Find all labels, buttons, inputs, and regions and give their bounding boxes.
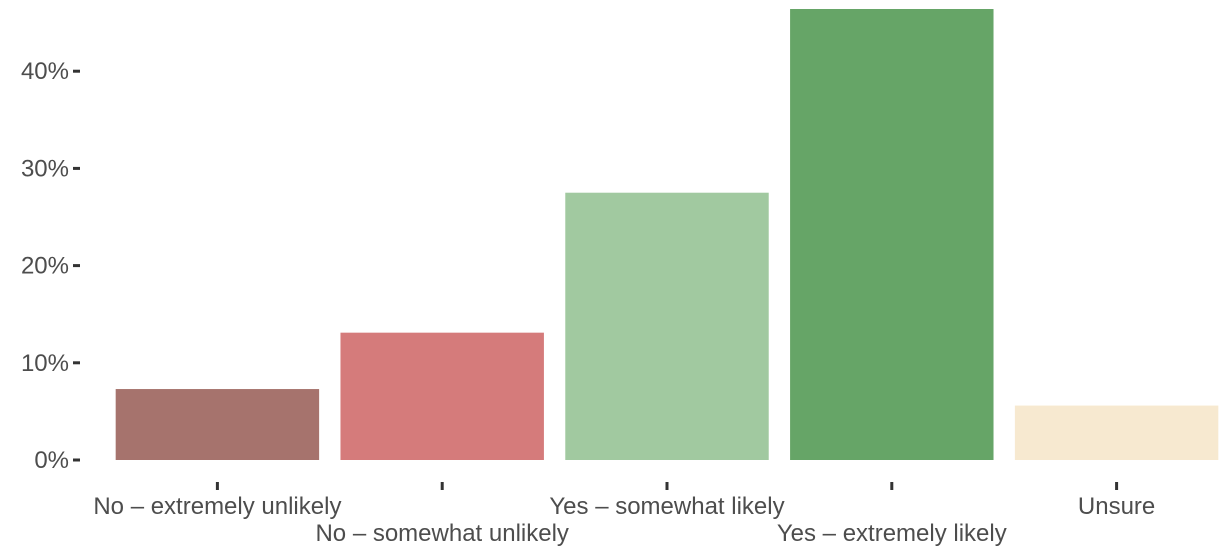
bar-4	[790, 9, 994, 460]
y-tick-label: 0%	[34, 447, 69, 474]
x-tick-label: Yes – extremely likely	[777, 520, 1007, 547]
bar-1	[115, 389, 320, 460]
x-tick-label: No – somewhat unlikely	[315, 520, 568, 547]
x-tick-label: Yes – somewhat likely	[549, 493, 784, 520]
x-tick-label: No – extremely unlikely	[93, 493, 341, 520]
bar-2	[340, 332, 544, 460]
x-tick-label: Unsure	[1078, 493, 1155, 520]
bar-3	[565, 192, 769, 460]
y-tick-label: 10%	[21, 350, 69, 377]
bar-5	[1014, 405, 1219, 460]
y-tick-label: 20%	[21, 253, 69, 280]
bars	[115, 9, 1219, 460]
y-tick-label: 40%	[21, 58, 69, 85]
y-tick-label: 30%	[21, 155, 69, 182]
y-axis: 0% 10% 20% 30% 40%	[21, 58, 80, 474]
